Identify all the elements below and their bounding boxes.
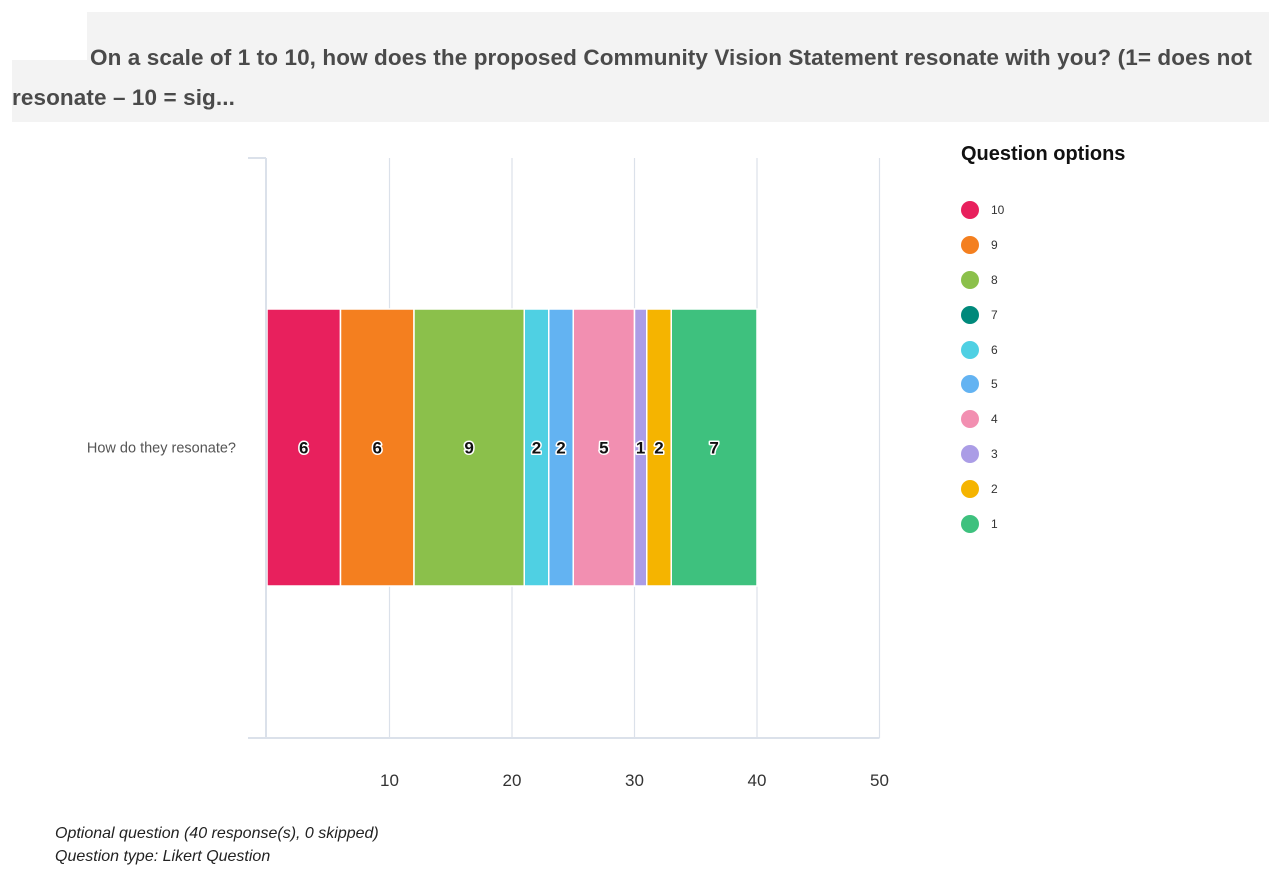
data-label-1: 7 — [709, 439, 718, 458]
bar-segment-4 — [572, 308, 636, 587]
stacked-bar — [266, 308, 758, 587]
legend-item-5: 5 — [961, 362, 1240, 407]
question-header: On a scale of 1 to 10, how does the prop… — [12, 12, 1269, 122]
x-tick-label-30: 30 — [625, 771, 644, 790]
bar-segment-1 — [670, 308, 758, 587]
data-label-4: 5 — [599, 439, 608, 458]
legend-dot-icon — [961, 305, 979, 324]
legend-item-1: 1 — [961, 501, 1240, 546]
legend-dot-icon — [961, 479, 979, 498]
bar-segment-8 — [413, 308, 525, 587]
legend-dot-icon — [961, 375, 979, 394]
bar-segment-9 — [339, 308, 415, 587]
data-label-6: 2 — [532, 439, 541, 458]
legend-label: 10 — [991, 203, 1005, 218]
data-label-5: 2 — [556, 439, 565, 458]
data-label-9: 6 — [373, 439, 382, 458]
legend-items: 10 9 8 7 6 5 4 3 2 1 — [960, 188, 1240, 546]
legend-dot-icon — [961, 514, 979, 533]
legend-label: 8 — [991, 272, 998, 287]
category-label: How do they resonate? — [87, 441, 236, 457]
legend-dot-icon — [961, 444, 979, 463]
legend-item-9: 9 — [961, 223, 1240, 268]
question-title: On a scale of 1 to 10, how does the prop… — [12, 45, 1252, 110]
question-type-text: Question type: Likert Question — [55, 848, 271, 865]
question-footer: Optional question (40 response(s), 0 ski… — [55, 822, 379, 868]
legend-label: 1 — [991, 516, 998, 531]
response-count-text: Optional question (40 response(s), 0 ski… — [55, 825, 379, 842]
legend-item-10: 10 — [961, 188, 1240, 233]
legend-label: 5 — [991, 377, 998, 392]
x-tick-label-50: 50 — [870, 771, 889, 790]
x-tick-label-20: 20 — [503, 771, 522, 790]
data-label-8: 9 — [464, 439, 473, 458]
legend-label: 4 — [991, 412, 998, 427]
legend-item-8: 8 — [961, 258, 1240, 303]
legend-dot-icon — [961, 236, 979, 255]
legend-dot-icon — [961, 270, 979, 289]
legend-label: 2 — [991, 481, 998, 496]
legend-label: 6 — [991, 342, 998, 357]
legend-dot-icon — [961, 340, 979, 359]
data-label-2: 2 — [654, 439, 663, 458]
data-label-3: 1 — [636, 439, 645, 458]
legend-item-6: 6 — [961, 327, 1240, 372]
chart-legend: Question options 10 9 8 7 6 5 4 3 2 1 — [960, 140, 1240, 546]
legend-item-2: 2 — [961, 466, 1240, 511]
data-label-10: 6 — [299, 439, 308, 458]
legend-label: 7 — [991, 307, 998, 322]
legend-dot-icon — [961, 410, 979, 429]
legend-label: 3 — [991, 446, 998, 461]
header-notch — [12, 12, 87, 60]
legend-label: 9 — [991, 238, 998, 253]
x-tick-label-10: 10 — [380, 771, 399, 790]
legend-item-4: 4 — [961, 397, 1240, 442]
legend-title: Question options — [961, 143, 1126, 165]
legend-item-3: 3 — [961, 432, 1240, 477]
x-tick-label-40: 40 — [748, 771, 767, 790]
legend-item-7: 7 — [961, 292, 1240, 337]
axes: 10 20 30 40 50 How do they resonate? — [87, 157, 889, 790]
legend-dot-icon — [961, 201, 979, 220]
bar-segment-2 — [646, 308, 672, 587]
